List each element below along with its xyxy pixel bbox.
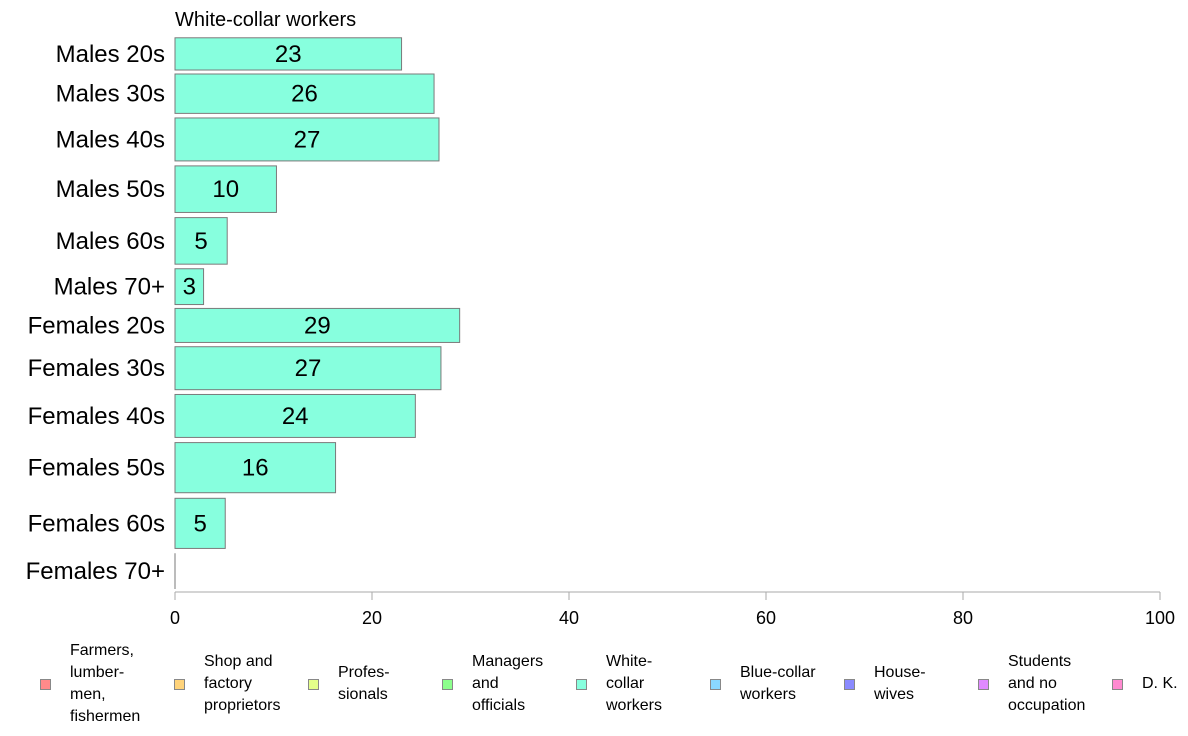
- x-tick-label: 80: [953, 608, 973, 628]
- legend-swatch: [308, 678, 319, 690]
- legend-label: D. K.: [1142, 675, 1178, 692]
- legend-item: Profes- sionals: [308, 640, 390, 728]
- data-label: 5: [194, 228, 207, 255]
- legend-swatch: [710, 678, 721, 690]
- category-label: Males 70+: [54, 274, 165, 301]
- legend-label: Blue-collar workers: [740, 664, 816, 703]
- bar: [174, 442, 337, 494]
- legend-item: D. K.: [1112, 640, 1178, 728]
- bar: [174, 73, 435, 114]
- category-label: Males 30s: [56, 81, 165, 108]
- category-label: Males 40s: [56, 126, 165, 153]
- legend-swatch: [174, 678, 185, 690]
- bar: [174, 117, 440, 162]
- bar-chart: White-collar workers 2326271053292724165…: [26, 9, 1175, 628]
- data-label: 24: [282, 403, 309, 430]
- data-label: 3: [183, 274, 196, 301]
- legend-item: White- collar workers: [576, 640, 662, 728]
- data-label: 29: [304, 312, 331, 339]
- legend-item: Managers and officials: [442, 640, 543, 728]
- category-label: Females 60s: [28, 510, 165, 537]
- legend-swatch: [1112, 678, 1123, 690]
- bar: [174, 37, 403, 71]
- category-label: Males 60s: [56, 228, 165, 255]
- legend-swatch: [576, 678, 587, 690]
- legend-label: Farmers, lumber- men, fishermen: [70, 642, 141, 725]
- legend-swatch: [442, 678, 453, 690]
- x-tick-label: 20: [362, 608, 382, 628]
- bar: [174, 268, 205, 306]
- legend-swatch: [40, 678, 51, 690]
- data-label: 10: [212, 176, 239, 203]
- bar: [174, 393, 416, 438]
- chart-title: White-collar workers: [175, 9, 356, 31]
- bar: [174, 346, 442, 391]
- legend: Farmers, lumber- men, fishermen Shop and …: [0, 640, 1188, 736]
- legend-label: Students and no occupation: [1008, 653, 1086, 714]
- data-label: 27: [295, 355, 322, 382]
- data-label: 26: [291, 81, 318, 108]
- category-label: Males 50s: [56, 176, 165, 203]
- legend-label: Managers and officials: [472, 653, 544, 714]
- bar: [174, 497, 226, 549]
- data-label: 16: [242, 455, 269, 482]
- legend-item: Students and no occupation: [978, 640, 1085, 728]
- category-label: Females 40s: [28, 403, 165, 430]
- legend-swatch: [978, 678, 989, 690]
- legend-label: House- wives: [874, 664, 926, 703]
- category-label: Females 20s: [28, 312, 165, 339]
- legend-label: Profes- sionals: [338, 664, 390, 703]
- legend-item: Shop and factory proprietors: [174, 640, 280, 728]
- category-label: Males 20s: [56, 41, 165, 68]
- bar: [174, 165, 277, 213]
- x-tick-label: 40: [559, 608, 579, 628]
- legend-item: House- wives: [844, 640, 926, 728]
- x-tick-label: 60: [756, 608, 776, 628]
- legend-label: White- collar workers: [606, 653, 663, 714]
- category-label: Females 30s: [28, 355, 165, 382]
- bar: [174, 217, 228, 265]
- data-label: 27: [294, 126, 321, 153]
- category-label: Females 50s: [28, 455, 165, 482]
- data-label: 5: [193, 510, 206, 537]
- legend-swatch: [844, 678, 855, 690]
- legend-item: Blue-collar workers: [710, 640, 816, 728]
- category-label: Females 70+: [26, 558, 165, 585]
- legend-item: Farmers, lumber- men, fishermen: [40, 640, 140, 728]
- x-tick-label: 0: [170, 608, 180, 628]
- data-label: 23: [275, 41, 302, 68]
- x-tick-label: 100: [1145, 608, 1175, 628]
- bar: [174, 307, 461, 343]
- legend-label: Shop and factory proprietors: [204, 653, 281, 714]
